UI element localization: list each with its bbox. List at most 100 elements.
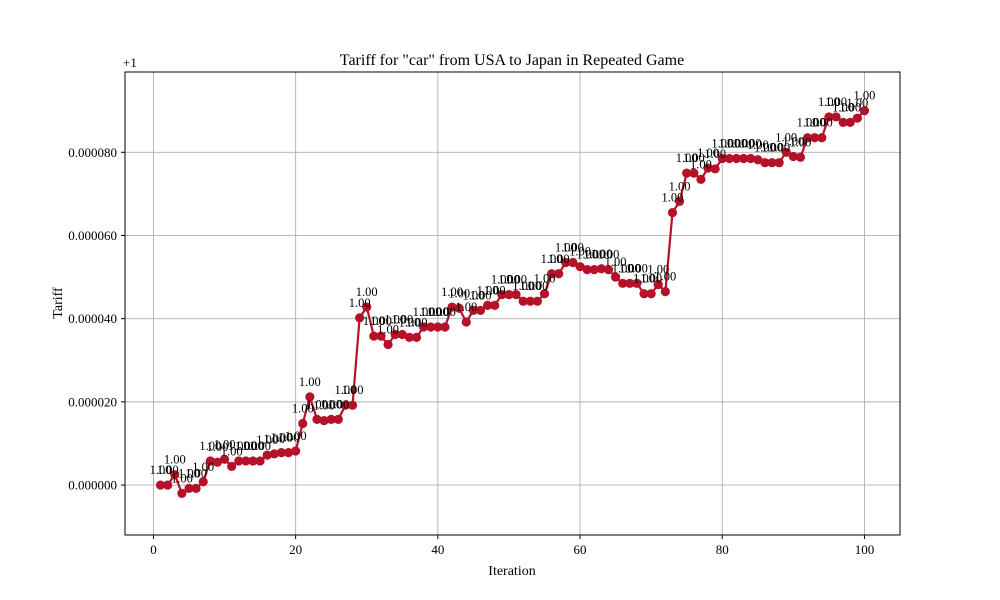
data-point <box>788 151 798 162</box>
data-label: 1.00 <box>356 285 378 299</box>
data-label: 1.00 <box>491 273 513 287</box>
data-point <box>575 262 585 272</box>
data-point <box>717 153 727 164</box>
data-label: 1.00 <box>683 151 705 165</box>
data-point <box>852 113 862 123</box>
data-point <box>269 449 279 459</box>
data-label: 1.00 <box>647 263 669 277</box>
data-point <box>703 163 713 173</box>
data-label: 1.00 <box>306 397 328 411</box>
data-label: 1.00 <box>854 89 876 103</box>
data-point <box>404 332 414 342</box>
data-label: 1.00 <box>654 270 676 284</box>
data-point <box>447 302 457 312</box>
data-label: 1.00 <box>470 288 492 302</box>
x-axis-label: Iteration <box>488 564 535 579</box>
data-label: 1.00 <box>292 402 314 416</box>
data-label: 1.00 <box>811 116 833 130</box>
data-point <box>653 279 663 290</box>
data-label: 1.00 <box>768 141 790 155</box>
data-point <box>411 332 422 342</box>
data-label: 1.00 <box>263 432 285 446</box>
data-point <box>667 208 678 218</box>
data-label: 1.00 <box>605 255 627 269</box>
data-label: 1.00 <box>775 130 797 144</box>
data-point <box>163 480 173 490</box>
data-point <box>319 416 329 426</box>
data-label: 1.00 <box>327 397 349 411</box>
data-point <box>674 196 685 206</box>
data-point <box>802 133 813 143</box>
data-point <box>219 454 230 464</box>
data-point <box>646 289 656 299</box>
y-tick-label: 0.000080 <box>68 145 117 160</box>
data-point <box>547 269 557 279</box>
data-point <box>795 152 806 162</box>
data-point <box>596 264 606 274</box>
data-label: 1.00 <box>555 241 577 255</box>
data-point <box>305 392 315 402</box>
data-label: 1.00 <box>178 466 200 480</box>
data-point <box>511 289 521 300</box>
data-point <box>774 158 784 168</box>
data-point <box>603 265 614 275</box>
data-point <box>355 313 365 323</box>
y-tick-label: 0.000040 <box>68 311 117 326</box>
data-point <box>817 133 827 143</box>
data-label: 1.00 <box>150 463 172 477</box>
data-point <box>525 296 535 306</box>
data-label: 1.00 <box>512 279 534 293</box>
data-label: 1.00 <box>804 116 826 130</box>
data-label: 1.00 <box>342 383 364 397</box>
y-tick-label: 0.000060 <box>68 228 117 243</box>
data-point <box>859 106 870 116</box>
data-point <box>205 456 215 466</box>
data-point <box>326 414 336 424</box>
data-label: 1.00 <box>192 460 214 474</box>
data-point <box>347 400 358 410</box>
data-label: 1.00 <box>270 431 292 445</box>
data-point <box>632 278 642 288</box>
data-point <box>383 339 393 350</box>
data-point <box>461 317 471 327</box>
data-point <box>283 448 294 458</box>
data-point <box>262 450 272 460</box>
data-point <box>518 296 528 306</box>
data-label: 1.00 <box>498 273 520 287</box>
data-label: 1.00 <box>640 272 662 286</box>
data-point <box>241 456 251 466</box>
data-label: 1.00 <box>754 141 776 155</box>
data-point <box>618 278 628 288</box>
data-point <box>184 483 194 494</box>
data-label: 1.00 <box>363 314 385 328</box>
data-point <box>248 456 258 466</box>
x-axis: 0 20 40 60 80 100 <box>150 535 874 557</box>
data-point <box>696 174 706 184</box>
data-point <box>333 414 343 424</box>
data-point <box>810 133 820 143</box>
data-label: 1.00 <box>782 134 804 148</box>
data-label: 1.00 <box>846 96 868 110</box>
data-label: 1.00 <box>519 279 541 293</box>
data-point <box>532 296 542 306</box>
data-label: 1.00 <box>726 137 748 151</box>
data-point <box>227 461 237 471</box>
data-labels-group: 1.001.001.001.001.001.001.001.001.001.00… <box>150 89 876 486</box>
data-point <box>746 153 756 164</box>
data-point <box>753 155 763 165</box>
data-label: 1.00 <box>235 439 257 453</box>
data-label: 1.00 <box>434 305 456 319</box>
y-axis-offset-label: +1 <box>123 55 137 70</box>
data-point <box>475 305 486 315</box>
data-label: 1.00 <box>598 248 620 262</box>
data-label: 1.00 <box>548 252 570 266</box>
data-point <box>362 302 372 312</box>
data-label: 1.00 <box>676 151 698 165</box>
data-point <box>831 112 841 122</box>
data-point <box>390 329 400 340</box>
data-label: 1.00 <box>541 252 563 266</box>
data-label: 1.00 <box>669 179 691 193</box>
data-point <box>397 329 407 340</box>
y-tick-label: 0.000020 <box>68 394 117 409</box>
